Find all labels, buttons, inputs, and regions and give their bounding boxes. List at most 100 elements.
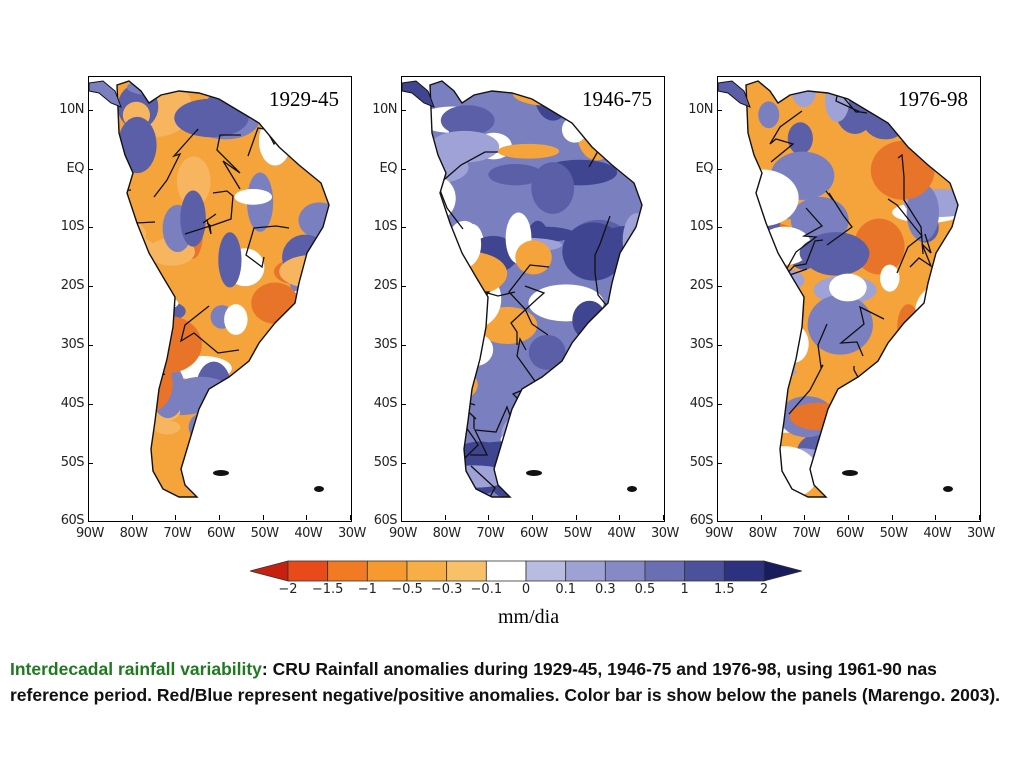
colorbar-label: 0 <box>521 582 531 597</box>
y-tick <box>717 463 722 464</box>
caption-text: : CRU Rainfall anomalies during 1929-45,… <box>10 659 1001 705</box>
x-tick <box>175 515 177 520</box>
anomaly-patch <box>297 408 329 425</box>
x-axis-label: 50W <box>879 526 908 541</box>
anomaly-patch <box>562 222 625 281</box>
anomaly-patch <box>865 369 902 419</box>
y-tick <box>401 345 406 346</box>
anomaly-patch <box>746 364 797 379</box>
x-tick <box>306 515 308 520</box>
y-tick <box>717 227 722 228</box>
anomaly-patch <box>528 334 566 370</box>
x-axis-label: 40W <box>607 526 636 541</box>
colorbar-label: 0.3 <box>594 582 616 597</box>
anomaly-patch <box>746 313 782 344</box>
anomaly-patch <box>908 429 958 454</box>
y-axis-label: 10S <box>373 219 398 234</box>
anomaly-patch <box>603 376 642 400</box>
colorbar-label: −0.3 <box>430 582 463 597</box>
anomaly-patch <box>224 304 248 335</box>
x-tick <box>848 515 849 520</box>
border-line <box>598 341 642 404</box>
x-tick <box>532 515 533 520</box>
anomaly-patch <box>266 343 291 367</box>
colorbar-label: −0.1 <box>470 582 503 597</box>
border-line <box>153 128 199 198</box>
colorbar-segment <box>604 560 646 582</box>
border-line <box>511 337 539 410</box>
anomaly-patch <box>126 237 156 269</box>
y-tick <box>717 286 722 287</box>
colorbar-segment <box>565 560 606 582</box>
x-tick <box>935 515 937 520</box>
y-axis-label: 40S <box>689 396 714 411</box>
anomaly-patch <box>518 399 580 452</box>
anomaly-patch <box>279 254 329 289</box>
y-axis-label: EQ <box>695 161 714 176</box>
border-line <box>117 221 156 273</box>
anomaly-patch <box>121 354 173 413</box>
y-axis-label: 60S <box>373 513 398 528</box>
anomaly-patch <box>117 116 157 174</box>
x-tick <box>219 515 220 520</box>
anomaly-patch <box>877 356 919 413</box>
border-line <box>594 215 612 312</box>
y-tick <box>88 286 93 287</box>
x-tick <box>88 515 89 520</box>
anomaly-patch <box>870 140 935 200</box>
south-georgia <box>627 486 637 492</box>
y-tick <box>717 110 722 111</box>
y-axis-label: 40S <box>373 396 398 411</box>
anomaly-patch <box>453 323 473 341</box>
x-axis-label: 70W <box>163 526 192 541</box>
anomaly-patch <box>501 416 532 454</box>
anomaly-patch <box>829 273 867 302</box>
coastline <box>429 80 643 498</box>
south-america-map <box>89 80 330 498</box>
color-bar <box>250 560 802 582</box>
south-georgia <box>314 486 324 492</box>
y-axis-label: 10S <box>689 219 714 234</box>
border-line <box>470 405 512 456</box>
anomaly-patch <box>440 278 476 302</box>
anomaly-patch <box>595 303 642 343</box>
anomaly-patch <box>552 466 577 484</box>
coastline <box>116 80 330 498</box>
central-america <box>718 80 751 108</box>
anomaly-patch <box>198 462 226 495</box>
y-tick <box>717 345 722 346</box>
border-line <box>245 225 290 269</box>
colorbar-segment <box>723 560 765 582</box>
x-tick <box>444 515 446 520</box>
border-line <box>839 305 885 357</box>
anomaly-patch <box>510 485 538 497</box>
caption-highlight: Interdecadal rainfall variability <box>10 659 262 679</box>
panel-title: 1976-98 <box>896 87 970 112</box>
x-axis-label: 60W <box>520 526 548 541</box>
anomaly-patch <box>854 448 914 497</box>
y-tick <box>88 110 93 111</box>
x-axis-label: 80W <box>432 526 461 541</box>
y-axis-label: 10N <box>59 102 84 117</box>
anomaly-patch <box>834 421 870 454</box>
anomaly-patch <box>288 443 329 491</box>
anomaly-patch <box>569 433 642 450</box>
anomaly-patch <box>298 202 329 239</box>
south-america-map <box>718 80 959 498</box>
anomaly-patch <box>789 402 847 431</box>
border-line <box>179 305 240 354</box>
anomaly-patch <box>926 381 944 410</box>
x-axis-label: 30W <box>338 526 366 541</box>
y-axis-label: 20S <box>373 278 398 293</box>
x-tick <box>262 515 264 520</box>
y-axis-label: 30S <box>60 337 85 352</box>
y-axis-label: 60S <box>60 513 85 528</box>
anomaly-patch <box>117 280 157 334</box>
x-axis-label: 90W <box>76 526 104 541</box>
south-georgia <box>943 486 953 492</box>
y-tick <box>401 110 406 111</box>
x-tick <box>663 515 664 520</box>
color-bar-units: mm/dia <box>498 606 560 628</box>
border-line <box>783 207 824 275</box>
y-tick <box>717 169 722 170</box>
